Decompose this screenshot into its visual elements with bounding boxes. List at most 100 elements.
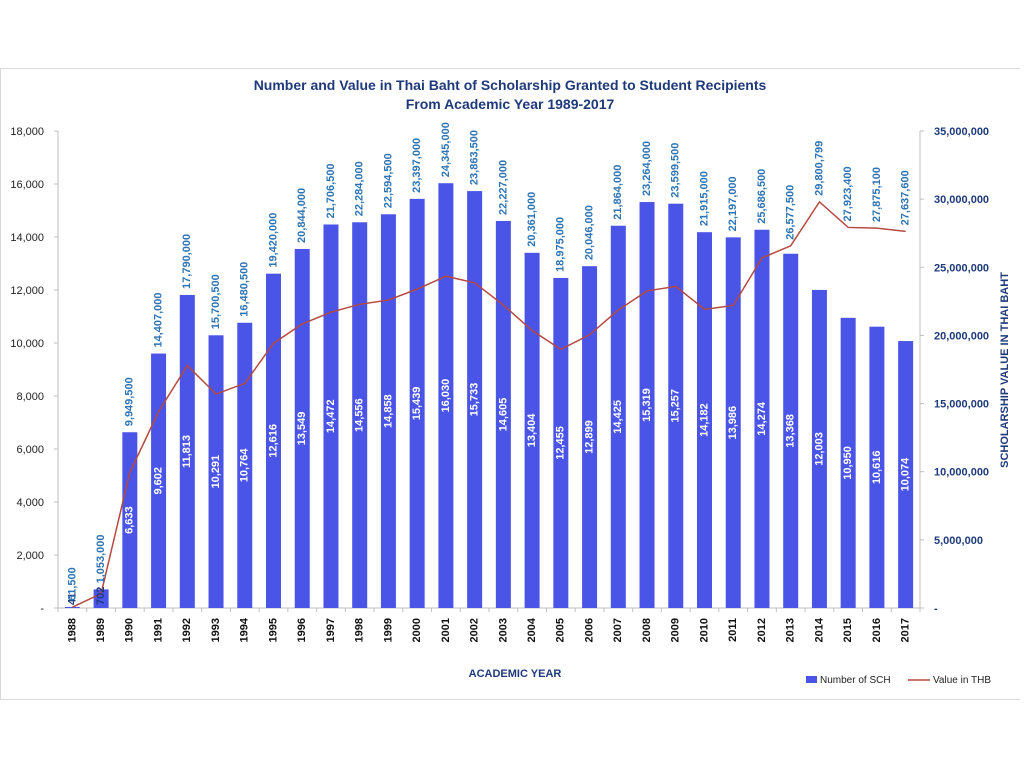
x-tick-label: 2008 — [641, 618, 653, 642]
left-tick-label: 8,000 — [16, 391, 44, 403]
x-tick-label: 1993 — [210, 618, 222, 642]
x-axis-title: ACADEMIC YEAR — [469, 668, 562, 680]
bar — [380, 214, 396, 608]
value-label: 26,577,500 — [785, 185, 797, 240]
x-tick-label: 2010 — [698, 618, 710, 642]
x-tick-label: 2002 — [469, 618, 481, 642]
bar-count-label: 13,368 — [785, 414, 797, 448]
value-label: 23,863,500 — [469, 130, 481, 185]
right-tick-label: 25,000,000 — [934, 262, 989, 274]
bar — [438, 183, 454, 608]
value-label: 9,949,500 — [124, 377, 136, 426]
value-label: 1,053,000 — [95, 534, 107, 583]
right-tick-label: 5,000,000 — [934, 535, 983, 547]
bar-count-label: 12,455 — [555, 426, 567, 460]
bar — [323, 224, 339, 608]
legend-line-label: Value in THB — [933, 675, 991, 686]
bar — [898, 341, 914, 608]
bar — [294, 248, 310, 608]
bar — [840, 317, 856, 608]
bar — [93, 589, 109, 608]
bar-count-label: 14,858 — [382, 394, 394, 428]
bar-count-label: 15,733 — [469, 383, 481, 417]
bar-count-label: 12,899 — [583, 420, 595, 454]
left-tick-label: 10,000 — [10, 338, 44, 350]
value-label: 20,046,000 — [583, 205, 595, 260]
bar — [495, 220, 511, 608]
value-label: 61,500 — [66, 567, 78, 601]
value-label: 23,599,500 — [670, 143, 682, 198]
value-label: 27,875,100 — [871, 167, 883, 222]
chart-title-line: Number and Value in Thai Baht of Scholar… — [254, 77, 767, 93]
x-tick-label: 2015 — [842, 618, 854, 642]
value-label: 27,923,400 — [842, 166, 854, 221]
x-tick-label: 2016 — [871, 618, 883, 642]
x-tick-label: 2017 — [900, 618, 912, 642]
x-tick-label: 1989 — [95, 618, 107, 642]
bar — [582, 266, 598, 608]
left-tick-label: 14,000 — [10, 232, 44, 244]
x-tick-label: 1988 — [66, 618, 78, 642]
x-tick-label: 1990 — [124, 618, 136, 642]
x-tick-label: 2012 — [756, 618, 768, 642]
bar-count-label: 10,616 — [871, 451, 883, 485]
x-tick-label: 2009 — [670, 618, 682, 642]
bar — [668, 203, 684, 608]
bar-count-label: 10,291 — [210, 455, 222, 489]
x-tick-label: 1992 — [181, 618, 193, 642]
value-label: 22,594,500 — [382, 153, 394, 208]
bar-count-label: 15,439 — [411, 387, 423, 421]
value-label: 24,345,000 — [440, 122, 452, 177]
legend-bar-swatch — [806, 676, 817, 683]
left-tick-label: 18,000 — [10, 126, 44, 138]
value-label: 18,975,000 — [555, 217, 567, 272]
x-tick-label: 2003 — [497, 618, 509, 642]
value-label: 21,706,500 — [325, 163, 337, 218]
bar-count-label: 15,319 — [641, 388, 653, 422]
value-label: 19,420,000 — [267, 213, 279, 268]
bar — [266, 273, 281, 608]
value-label: 23,264,000 — [641, 141, 653, 196]
bar — [639, 202, 655, 608]
bar — [64, 606, 80, 608]
bar-count-label: 14,472 — [325, 399, 337, 433]
left-tick-label: 16,000 — [10, 179, 44, 191]
left-tick-label: 6,000 — [16, 444, 44, 456]
x-tick-label: 2006 — [583, 618, 595, 642]
x-tick-label: 1998 — [354, 618, 366, 642]
bar-count-label: 702 — [95, 587, 107, 605]
value-label: 22,284,000 — [354, 161, 366, 216]
bar — [179, 294, 195, 608]
value-label: 25,686,500 — [756, 169, 768, 224]
x-tick-label: 2001 — [440, 618, 452, 642]
value-label: 27,637,600 — [900, 170, 912, 225]
bar-count-label: 16,030 — [440, 379, 452, 413]
bar-count-label: 9,602 — [152, 467, 164, 495]
right-tick-label: 20,000,000 — [934, 330, 989, 342]
bar-count-label: 10,950 — [842, 446, 854, 480]
left-tick-label: - — [40, 603, 44, 615]
right-tick-label: 15,000,000 — [934, 399, 989, 411]
value-label: 29,800,799 — [813, 141, 825, 196]
x-tick-label: 2014 — [813, 617, 825, 642]
x-tick-label: 2004 — [526, 617, 538, 642]
value-line — [72, 200, 906, 608]
bar-count-label: 10,764 — [239, 448, 251, 483]
x-tick-label: 2011 — [727, 618, 739, 642]
bar-count-label: 12,616 — [267, 424, 279, 458]
x-tick-label: 2005 — [555, 618, 567, 642]
bar — [151, 353, 167, 608]
value-label: 21,864,000 — [612, 165, 624, 220]
value-label: 20,361,000 — [526, 192, 538, 247]
x-tick-label: 1991 — [152, 618, 164, 642]
right-axis-title: SCHOLARSHIP VALUE IN THAI BAHT — [999, 272, 1011, 468]
value-label: 23,397,000 — [411, 138, 423, 193]
bar-count-label: 14,605 — [497, 398, 509, 432]
bar-count-label: 41 — [66, 593, 78, 605]
bar — [610, 225, 626, 609]
x-tick-label: 1994 — [239, 617, 251, 642]
chart-title-line: From Academic Year 1989-2017 — [406, 96, 615, 112]
bar — [409, 198, 425, 608]
left-tick-label: 4,000 — [16, 497, 44, 509]
bar — [783, 253, 799, 609]
